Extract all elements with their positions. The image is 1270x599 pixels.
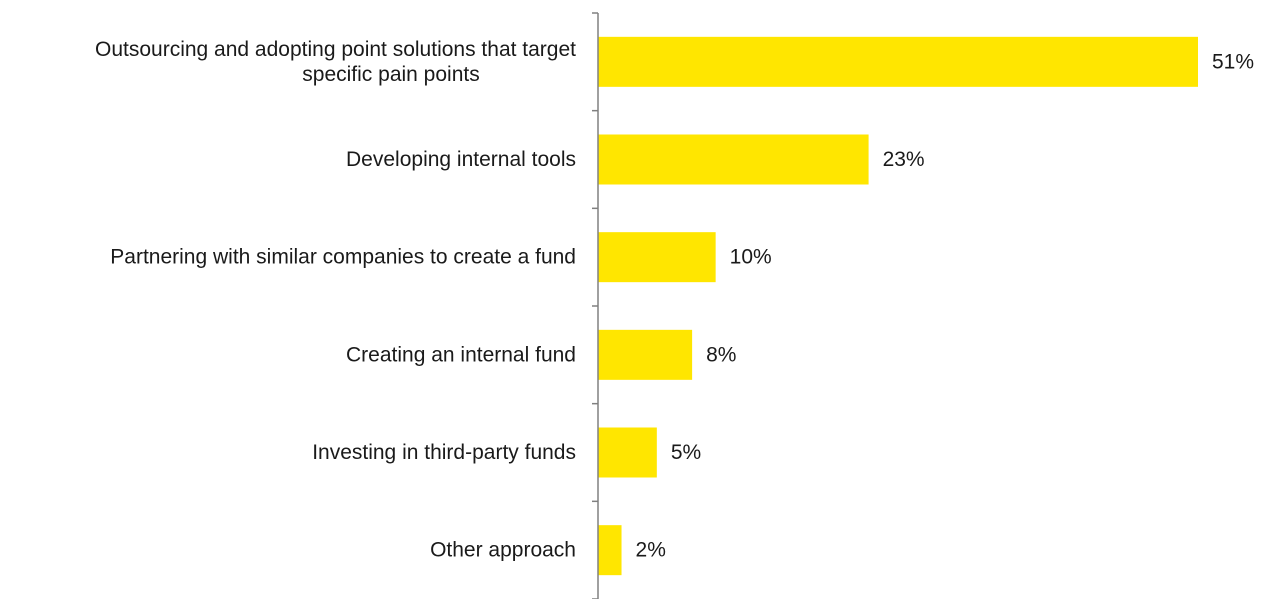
value-label-5: 2% xyxy=(636,539,666,562)
value-label-3: 8% xyxy=(706,343,736,366)
category-label-3: Creating an internal fund xyxy=(346,343,576,366)
value-label-0: 51% xyxy=(1212,50,1254,73)
labels-layer: 51% Outsourcing and adopting point soluti… xyxy=(95,38,1254,562)
category-label-1: Developing internal tools xyxy=(346,148,576,171)
category-label-2: Partnering with similar companies to cre… xyxy=(110,246,576,269)
bar-3 xyxy=(598,329,693,380)
bar-1 xyxy=(598,134,869,185)
bar-0 xyxy=(598,36,1198,87)
category-label-0: Outsourcing and adopting point solutions… xyxy=(95,38,576,86)
bars-layer xyxy=(598,36,1198,576)
bar-4 xyxy=(598,427,657,478)
bar-5 xyxy=(598,525,622,576)
value-label-4: 5% xyxy=(671,441,701,464)
value-label-1: 23% xyxy=(883,148,925,171)
axis-layer xyxy=(592,12,599,599)
category-label-4: Investing in third-party funds xyxy=(312,441,576,464)
category-label-5: Other approach xyxy=(430,539,576,562)
value-label-2: 10% xyxy=(730,246,772,269)
bar-2 xyxy=(598,232,716,283)
